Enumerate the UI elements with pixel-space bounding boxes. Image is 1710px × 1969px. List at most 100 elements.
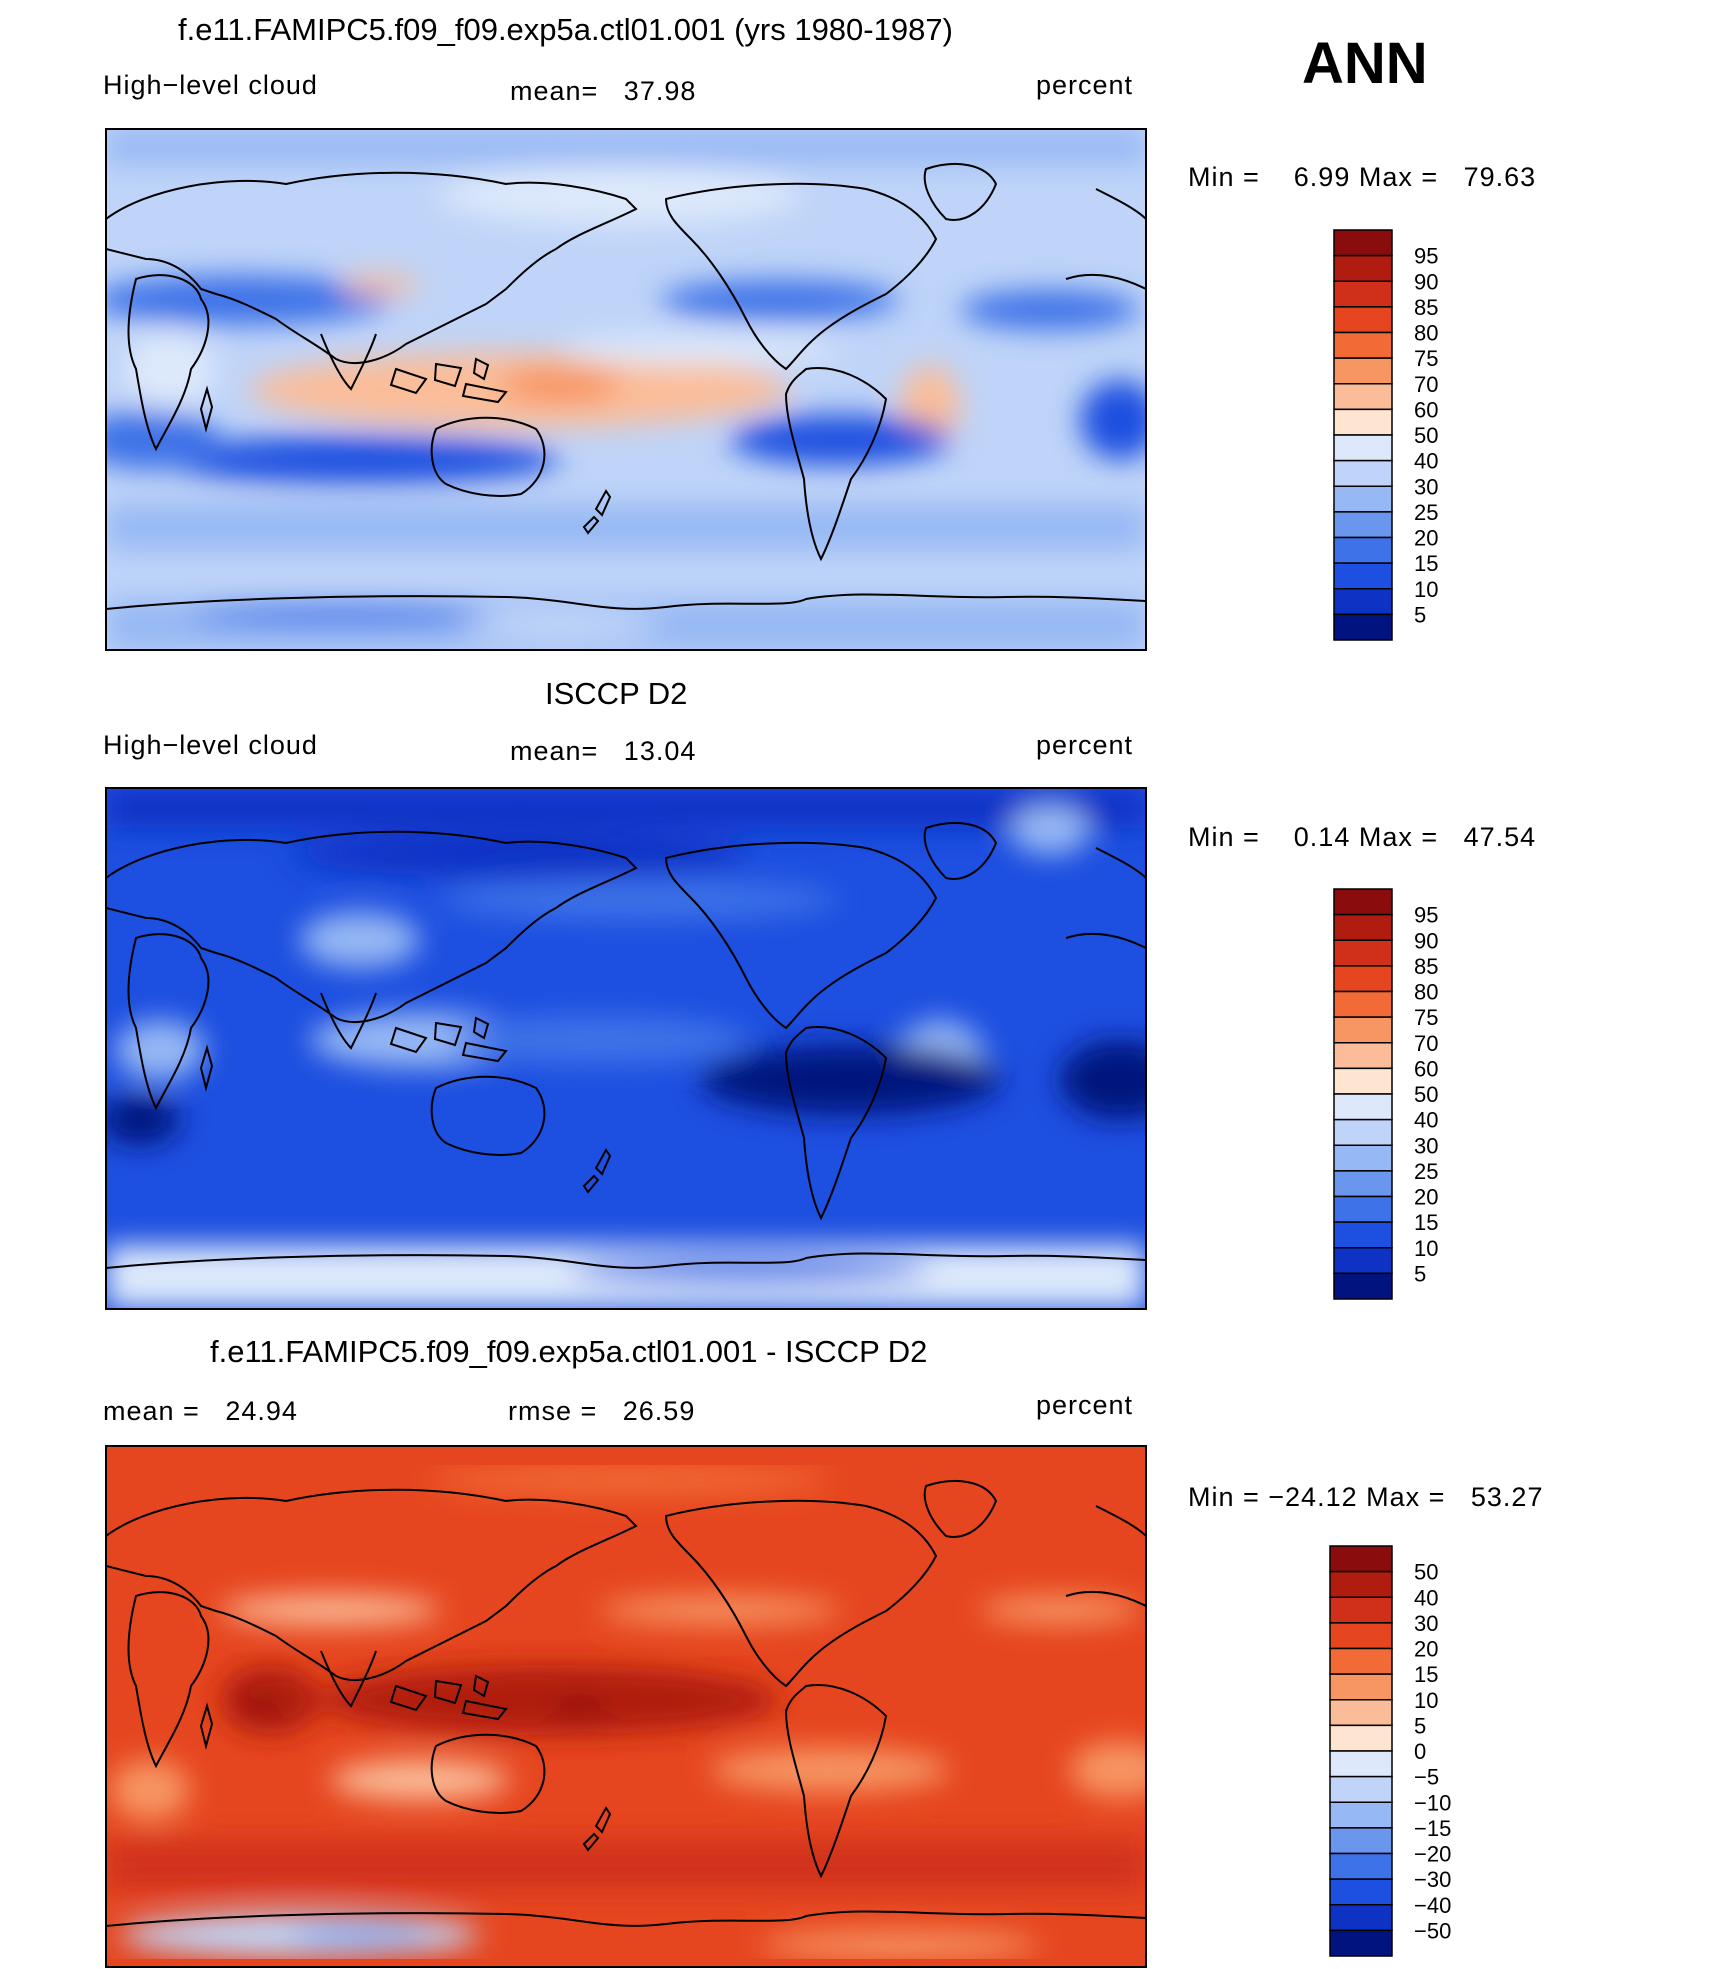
colorbar-swatch: [1333, 383, 1393, 411]
colorbar-tick-label: 10: [1414, 1236, 1438, 1261]
colorbar-swatch: [1329, 1673, 1393, 1701]
panel1-map: [106, 129, 1146, 650]
colorbar-tick-label: 85: [1414, 954, 1438, 979]
colorbar-tick-label: 90: [1414, 269, 1438, 294]
colorbar-swatch: [1329, 1827, 1393, 1855]
colorbar-tick-label: 60: [1414, 397, 1438, 422]
colorbar-tick-label: 10: [1414, 1688, 1438, 1713]
colorbar-swatch: [1333, 990, 1393, 1018]
colorbar-tick-label: −20: [1414, 1842, 1451, 1867]
colorbar-swatch: [1333, 306, 1393, 334]
colorbar-tick-label: 50: [1414, 1560, 1438, 1585]
colorbar-swatch: [1329, 1570, 1393, 1598]
colorbar-swatch: [1329, 1801, 1393, 1829]
colorbar-tick-label: −30: [1414, 1867, 1451, 1892]
colorbar-swatch: [1329, 1929, 1393, 1957]
colorbar-tick-label: 5: [1414, 1713, 1426, 1738]
panel1-units-label: percent: [1036, 70, 1134, 100]
colorbar-tick-label: 80: [1414, 980, 1438, 1005]
colorbar-swatch: [1329, 1647, 1393, 1675]
panel2-frame: [105, 787, 1147, 1310]
colorbar-swatch: [1329, 1622, 1393, 1650]
colorbar-swatch: [1333, 1247, 1393, 1275]
panel2-minmax: Min = 0.14 Max = 47.54: [1188, 822, 1537, 852]
colorbar-swatch: [1333, 588, 1393, 616]
panel1-title: f.e11.FAMIPC5.f09_f09.exp5a.ctl01.001 (y…: [178, 12, 953, 47]
colorbar-swatch: [1329, 1750, 1393, 1778]
colorbar-swatch: [1333, 1221, 1393, 1249]
colorbar-tick-label: 30: [1414, 1611, 1438, 1636]
colorbar-tick-label: 25: [1414, 500, 1438, 525]
colorbar-tick-label: 15: [1414, 1662, 1438, 1687]
colorbar-swatch: [1329, 1852, 1393, 1880]
colorbar-swatch: [1329, 1904, 1393, 1932]
panel1-frame: [105, 128, 1147, 651]
colorbar-tick-label: −40: [1414, 1893, 1451, 1918]
colorbar-swatch: [1333, 459, 1393, 487]
colorbar-tick-label: −15: [1414, 1816, 1451, 1841]
colorbar-swatch: [1329, 1878, 1393, 1906]
colorbar-swatch: [1333, 1195, 1393, 1223]
colorbar-tick-label: 70: [1414, 1031, 1438, 1056]
panel2-title: ISCCP D2: [545, 676, 688, 711]
panel2-mean-label: mean= 13.04: [510, 736, 697, 766]
colorbar-tick-label: 20: [1414, 1185, 1438, 1210]
colorbar-swatch: [1333, 408, 1393, 436]
colorbar-tick-label: 15: [1414, 1210, 1438, 1235]
colorbar-swatch: [1329, 1775, 1393, 1803]
panel2-units-label: percent: [1036, 730, 1134, 760]
colorbar-swatch: [1333, 613, 1393, 641]
colorbar-swatch: [1333, 1272, 1393, 1300]
colorbar-tick-label: 60: [1414, 1056, 1438, 1081]
colorbar-swatch: [1329, 1699, 1393, 1727]
colorbar-tick-label: −5: [1414, 1765, 1439, 1790]
panel3-frame: [105, 1445, 1147, 1968]
colorbar-tick-label: −50: [1414, 1918, 1451, 1943]
colorbar-swatch: [1333, 965, 1393, 993]
panel1-left-label: High−level cloud: [103, 70, 318, 100]
colorbar-swatch: [1333, 1144, 1393, 1172]
colorbar-swatch: [1333, 888, 1393, 916]
colorbar-swatch: [1333, 229, 1393, 257]
panel3-title: f.e11.FAMIPC5.f09_f09.exp5a.ctl01.001 - …: [210, 1334, 928, 1369]
colorbar-tick-label: 95: [1414, 903, 1438, 928]
colorbar-tick-label: 5: [1414, 602, 1426, 627]
colorbar-tick-label: 75: [1414, 346, 1438, 371]
colorbar-swatch: [1329, 1545, 1393, 1573]
colorbar-tick-label: 20: [1414, 526, 1438, 551]
colorbar-swatch: [1333, 562, 1393, 590]
colorbar-swatch: [1333, 536, 1393, 564]
colorbar-swatch: [1333, 1170, 1393, 1198]
panel1-mean-label: mean= 37.98: [510, 76, 697, 106]
colorbar-swatch: [1333, 434, 1393, 462]
colorbar-swatch: [1333, 331, 1393, 359]
colorbar-tick-label: 40: [1414, 449, 1438, 474]
panel2-left-label: High−level cloud: [103, 730, 318, 760]
panel3-units-label: percent: [1036, 1390, 1134, 1420]
colorbar-tick-label: 30: [1414, 1133, 1438, 1158]
colorbar-tick-label: 50: [1414, 1082, 1438, 1107]
colorbar-tick-label: 40: [1414, 1108, 1438, 1133]
colorbar-tick-label: 50: [1414, 423, 1438, 448]
panel1-minmax: Min = 6.99 Max = 79.63: [1188, 162, 1537, 192]
colorbar-tick-label: 10: [1414, 577, 1438, 602]
colorbar-swatch: [1333, 1042, 1393, 1070]
colorbar-swatch: [1333, 357, 1393, 385]
colorbar-tick-label: 5: [1414, 1261, 1426, 1286]
colorbar-tick-label: 85: [1414, 295, 1438, 320]
colorbar-swatch: [1333, 939, 1393, 967]
panel3-map: [106, 1446, 1146, 1967]
panel2-map: [106, 788, 1146, 1309]
colorbar-swatch: [1333, 1067, 1393, 1095]
colorbar-tick-label: 80: [1414, 321, 1438, 346]
colorbar-tick-label: 25: [1414, 1159, 1438, 1184]
colorbar-swatch: [1333, 511, 1393, 539]
colorbar-tick-label: 95: [1414, 244, 1438, 269]
colorbar-swatch: [1333, 913, 1393, 941]
colorbar-tick-label: 75: [1414, 1005, 1438, 1030]
season-label: ANN: [1302, 31, 1428, 96]
colorbar-swatch: [1333, 1093, 1393, 1121]
